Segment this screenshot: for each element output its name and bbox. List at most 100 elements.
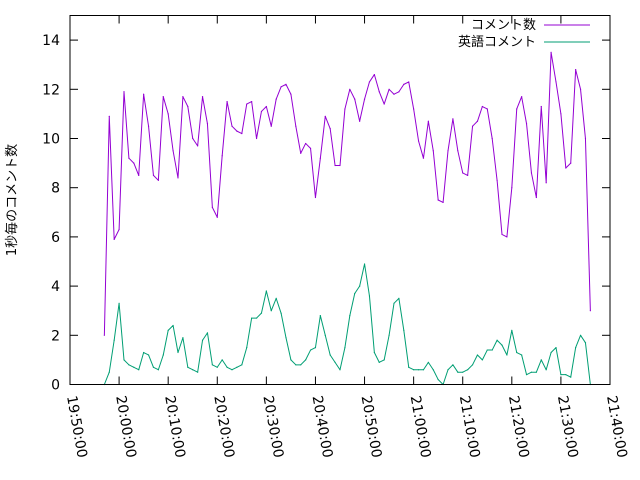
data-point [255,317,258,319]
data-point [206,123,209,125]
data-point [309,349,312,351]
data-point [471,125,474,127]
data-point [187,366,189,368]
data-point [236,130,238,132]
data-point [280,86,282,88]
data-point [570,162,572,164]
data-point [192,369,194,371]
data-point [143,93,145,95]
data-point [241,132,243,135]
data-point [408,366,410,368]
y-tick-label: 14 [42,33,60,49]
data-point [305,142,307,145]
data-point [584,342,587,344]
data-point [147,354,150,356]
data-point [403,329,405,331]
data-point [246,103,248,105]
data-point [226,366,228,368]
data-point [216,366,218,368]
data-point [251,101,253,103]
data-point [251,317,253,319]
data-point [462,172,464,174]
data-point [241,364,243,366]
data-point [501,344,503,346]
data-point [368,81,371,83]
data-point [280,312,282,314]
data-point [138,174,140,176]
data-point [427,361,429,363]
data-point [383,103,385,105]
y-tick-label: 4 [51,279,60,295]
data-point [319,157,321,159]
data-point [491,349,493,351]
data-point [442,201,444,204]
y-tick-label: 8 [51,181,60,197]
data-point [540,105,542,108]
data-point [511,187,513,189]
data-point [491,137,493,140]
data-point [201,339,204,341]
data-point [236,366,238,368]
data-point [413,108,415,110]
data-point [285,83,287,85]
data-point [368,295,371,297]
data-point [476,120,479,122]
data-point [501,233,503,236]
data-point [535,196,537,199]
data-point [579,334,582,336]
data-point [378,361,380,363]
data-point [108,371,110,373]
data-point [319,315,321,317]
series-line-1 [103,51,591,336]
data-point [182,337,184,339]
data-point [545,369,547,371]
data-point [182,96,184,98]
plot-frame [69,15,611,385]
data-point [550,51,552,54]
data-point [476,354,479,356]
data-point [187,105,189,108]
data-point [118,228,120,231]
data-point [255,137,258,140]
data-point [300,364,302,366]
data-point [152,174,155,176]
data-point [349,315,351,317]
series-points-1 [103,51,591,336]
data-point [354,292,356,295]
data-point [123,91,125,93]
data-point [511,329,513,331]
data-point [584,137,587,140]
data-point [565,374,567,376]
data-point [565,167,567,169]
data-point [314,196,317,199]
data-point [133,366,135,368]
data-point [417,140,420,142]
data-point [422,369,425,371]
data-point [579,88,582,90]
data-point [530,371,533,373]
data-point [550,351,552,354]
data-point [545,182,547,184]
y-tick-label: 12 [42,82,60,98]
data-point [393,302,395,304]
data-point [231,125,233,127]
data-point [344,108,346,110]
data-point [432,369,434,371]
data-point [570,376,572,378]
data-point [167,113,169,115]
data-point [305,359,307,361]
data-point [481,359,483,361]
data-point [285,337,287,339]
data-point [201,96,204,98]
data-point [486,108,488,110]
data-point [403,83,405,85]
data-point [216,216,218,218]
data-point [290,359,292,361]
data-point [363,98,366,100]
data-point [339,164,341,167]
data-point [521,96,523,98]
data-point [324,334,326,336]
data-point [167,329,169,331]
series-points-2 [103,263,591,386]
data-point [143,351,145,354]
